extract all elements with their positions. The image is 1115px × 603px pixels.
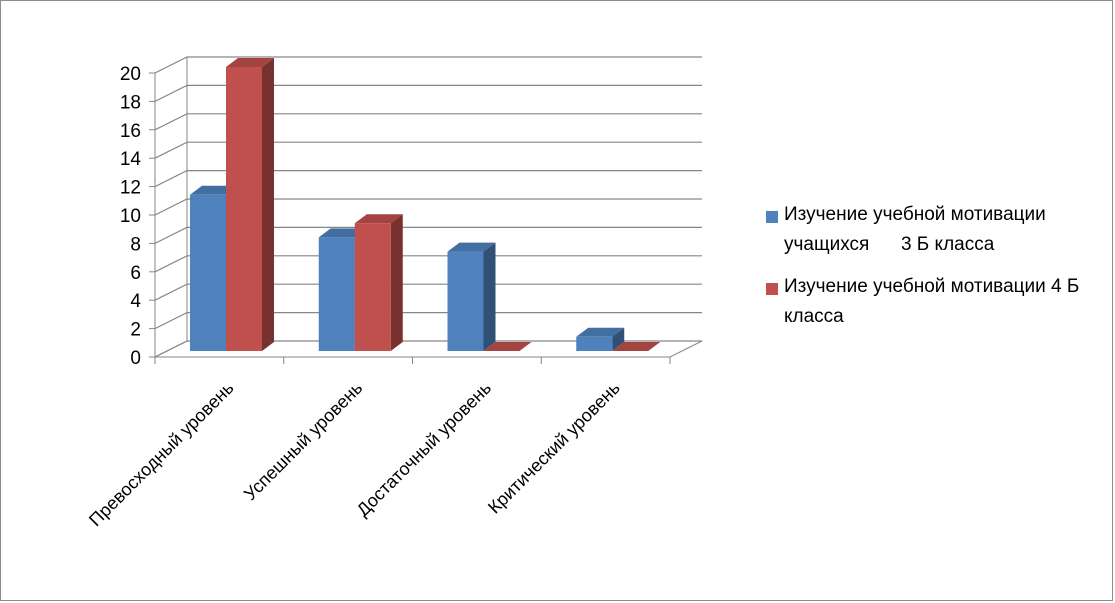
x-tick-labels: Превосходный уровень Успешный уровеньДост… (85, 378, 624, 531)
legend-label: Изучение учебной мотивации 4 Б класса (784, 276, 1085, 327)
y-tick-label: 10 (120, 206, 141, 227)
bar (447, 242, 496, 351)
bar (226, 58, 274, 351)
bar-front (190, 194, 226, 351)
bar (354, 214, 403, 351)
y-tick-label: 4 (130, 291, 141, 312)
y-tick-labels: 0 2 4 6 8 10 12 14 16 18 20 (120, 64, 142, 369)
x-tick-label: Превосходный уровень (85, 378, 238, 531)
legend-label: Изучение учебной мотивации учащихся 3 Б … (784, 204, 1052, 255)
bar-top (612, 342, 661, 351)
y-tick-label: 16 (120, 121, 141, 142)
bar-side (612, 327, 625, 351)
bar-side (262, 58, 274, 351)
x-tick-label: Критический уровень (484, 378, 624, 518)
legend-swatch (766, 283, 778, 295)
bar-side (483, 242, 496, 351)
bar-front (447, 251, 484, 351)
bar-front (576, 336, 613, 351)
y-tick-label: 8 (130, 234, 141, 255)
bar-top (354, 214, 403, 224)
bar-top (483, 342, 532, 351)
y-tick-label: 2 (130, 320, 141, 341)
bar-front (318, 237, 355, 351)
bars (190, 58, 661, 351)
legend: Изучение учебной мотивации учащихся 3 Б … (762, 200, 1092, 344)
bar-front (354, 223, 391, 351)
bar-top (226, 58, 274, 67)
legend-item: Изучение учебной мотивации учащихся 3 Б … (762, 200, 1092, 260)
bar-top (447, 242, 496, 252)
axes (149, 57, 671, 364)
bar-front (226, 67, 262, 351)
bar-top (576, 327, 625, 337)
y-tick-label: 20 (120, 64, 141, 85)
legend-item: Изучение учебной мотивации 4 Б класса (762, 272, 1092, 332)
x-tick-label: Достаточный уровень (353, 378, 496, 521)
y-tick-label: 0 (130, 348, 141, 369)
bar (576, 327, 625, 351)
y-tick-label: 18 (120, 92, 141, 113)
y-tick-label: 6 (130, 263, 141, 284)
bar (483, 342, 532, 351)
y-tick-label: 12 (120, 178, 141, 199)
y-tick-label: 14 (120, 149, 142, 170)
bar-side (390, 214, 403, 351)
bar (612, 342, 661, 351)
x-tick-label: Успешный уровень (240, 378, 366, 504)
legend-swatch (766, 211, 778, 223)
